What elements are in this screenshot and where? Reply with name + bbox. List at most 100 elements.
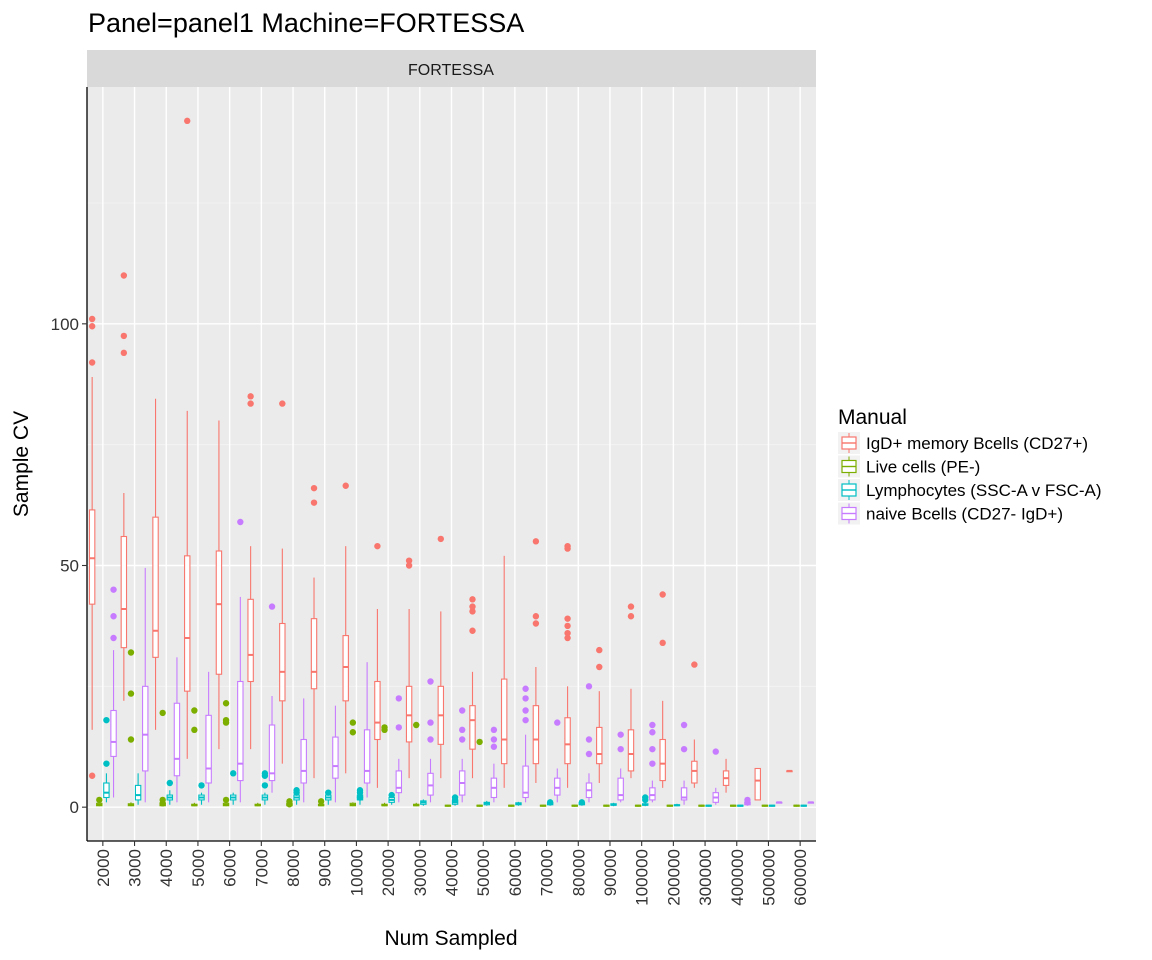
x-tick-label: 7000 bbox=[252, 849, 271, 887]
box-body bbox=[522, 765, 529, 799]
facet-label: FORTESSA bbox=[408, 62, 494, 79]
outlier-point bbox=[564, 542, 571, 550]
outlier-point bbox=[395, 724, 403, 731]
box-body bbox=[247, 598, 254, 683]
outlier-point bbox=[191, 707, 198, 714]
box-layer bbox=[88, 117, 815, 808]
box-body bbox=[300, 738, 307, 784]
outlier-point bbox=[166, 779, 174, 787]
legend-entry: Live cells (PE-) bbox=[838, 455, 980, 478]
box-body bbox=[310, 618, 318, 690]
outlier-point bbox=[103, 760, 110, 767]
outlier-point bbox=[458, 736, 466, 743]
box-body bbox=[332, 736, 339, 779]
outlier-point bbox=[222, 716, 230, 724]
legend-entry: Lymphocytes (SSC-A v FSC-A) bbox=[838, 479, 1102, 501]
box-body bbox=[363, 729, 371, 784]
outlier-point bbox=[103, 716, 110, 724]
outlier-point bbox=[88, 315, 96, 323]
series-group bbox=[88, 117, 793, 801]
outlier-point bbox=[578, 799, 586, 806]
legend-title: Manual bbox=[838, 406, 907, 429]
box-body bbox=[754, 767, 761, 801]
outlier-point bbox=[110, 586, 117, 593]
x-tick-label: 4000 bbox=[157, 849, 176, 887]
x-tick-label: 90000 bbox=[601, 849, 620, 896]
outlier-point bbox=[627, 613, 635, 620]
outlier-point bbox=[490, 736, 498, 743]
x-tick-label: 400000 bbox=[728, 849, 747, 906]
outlier-point bbox=[585, 736, 593, 743]
outlier-point bbox=[388, 791, 395, 799]
box-body bbox=[427, 772, 434, 796]
outlier-point bbox=[564, 634, 571, 642]
outlier-point bbox=[88, 772, 96, 779]
outlier-point bbox=[96, 796, 103, 804]
outlier-point bbox=[229, 770, 237, 777]
box-body bbox=[596, 726, 603, 765]
outlier-point bbox=[458, 707, 466, 714]
x-tick-label: 60000 bbox=[506, 849, 525, 896]
outlier-point bbox=[191, 726, 198, 734]
box-body bbox=[120, 535, 128, 649]
outlier-point bbox=[469, 608, 476, 615]
outlier-point bbox=[310, 484, 318, 492]
outlier-point bbox=[522, 716, 529, 724]
box-body bbox=[564, 717, 571, 765]
outlier-point bbox=[395, 695, 403, 702]
box-body bbox=[268, 724, 276, 782]
outlier-point bbox=[691, 661, 698, 668]
axes: 0 50 100 2000 3000 4000 5000 6000 7000 8000 9000 10… bbox=[51, 87, 816, 906]
x-tick-label: 8000 bbox=[284, 849, 303, 887]
outlier-point bbox=[554, 719, 561, 726]
outlier-point bbox=[120, 272, 128, 279]
outlier-point bbox=[268, 603, 276, 610]
outlier-point bbox=[680, 745, 688, 753]
outlier-point bbox=[627, 603, 635, 610]
outlier-point bbox=[261, 770, 269, 777]
outlier-point bbox=[469, 596, 476, 603]
outlier-point bbox=[381, 724, 388, 731]
x-tick-label: 600000 bbox=[791, 849, 810, 906]
outlier-point bbox=[585, 683, 593, 690]
outlier-point bbox=[356, 794, 364, 801]
x-tick-label: 10000 bbox=[347, 849, 366, 896]
box-body bbox=[205, 714, 212, 784]
box-body bbox=[215, 550, 223, 675]
box-body bbox=[532, 705, 540, 765]
outlier-point bbox=[469, 627, 476, 634]
outlier-point bbox=[120, 332, 128, 340]
outlier-point bbox=[184, 117, 191, 125]
outlier-point bbox=[469, 603, 476, 610]
outlier-point bbox=[585, 750, 593, 758]
x-tick-label: 5000 bbox=[189, 849, 208, 887]
grid-lines bbox=[87, 87, 816, 841]
outlier-point bbox=[120, 349, 128, 357]
y-axis-title: Sample CV bbox=[10, 411, 33, 517]
y-tick-label: 0 bbox=[70, 798, 79, 817]
outlier-point bbox=[159, 709, 166, 717]
box-body bbox=[342, 635, 349, 702]
x-tick-label: 200000 bbox=[664, 849, 683, 906]
x-tick-label: 3000 bbox=[126, 849, 145, 887]
outlier-point bbox=[546, 799, 554, 806]
outlier-point bbox=[159, 796, 166, 804]
box-body bbox=[184, 555, 191, 692]
outlier-point bbox=[222, 700, 230, 707]
outlier-point bbox=[293, 787, 300, 794]
x-tick-label: 9000 bbox=[316, 849, 335, 887]
legend-label: Lymphocytes (SSC-A v FSC-A) bbox=[866, 481, 1102, 500]
outlier-point bbox=[198, 782, 205, 789]
x-tick-label: 30000 bbox=[411, 849, 430, 896]
outlier-point bbox=[712, 748, 719, 755]
x-tick-label: 100000 bbox=[633, 849, 652, 906]
outlier-point bbox=[247, 400, 254, 407]
outlier-point bbox=[349, 729, 357, 736]
outlier-point bbox=[532, 620, 540, 627]
outlier-point bbox=[617, 745, 624, 753]
outlier-point bbox=[127, 736, 135, 743]
box-body bbox=[405, 685, 413, 743]
outlier-point bbox=[427, 736, 434, 743]
x-tick-label: 40000 bbox=[443, 849, 462, 896]
outlier-point bbox=[522, 707, 529, 714]
